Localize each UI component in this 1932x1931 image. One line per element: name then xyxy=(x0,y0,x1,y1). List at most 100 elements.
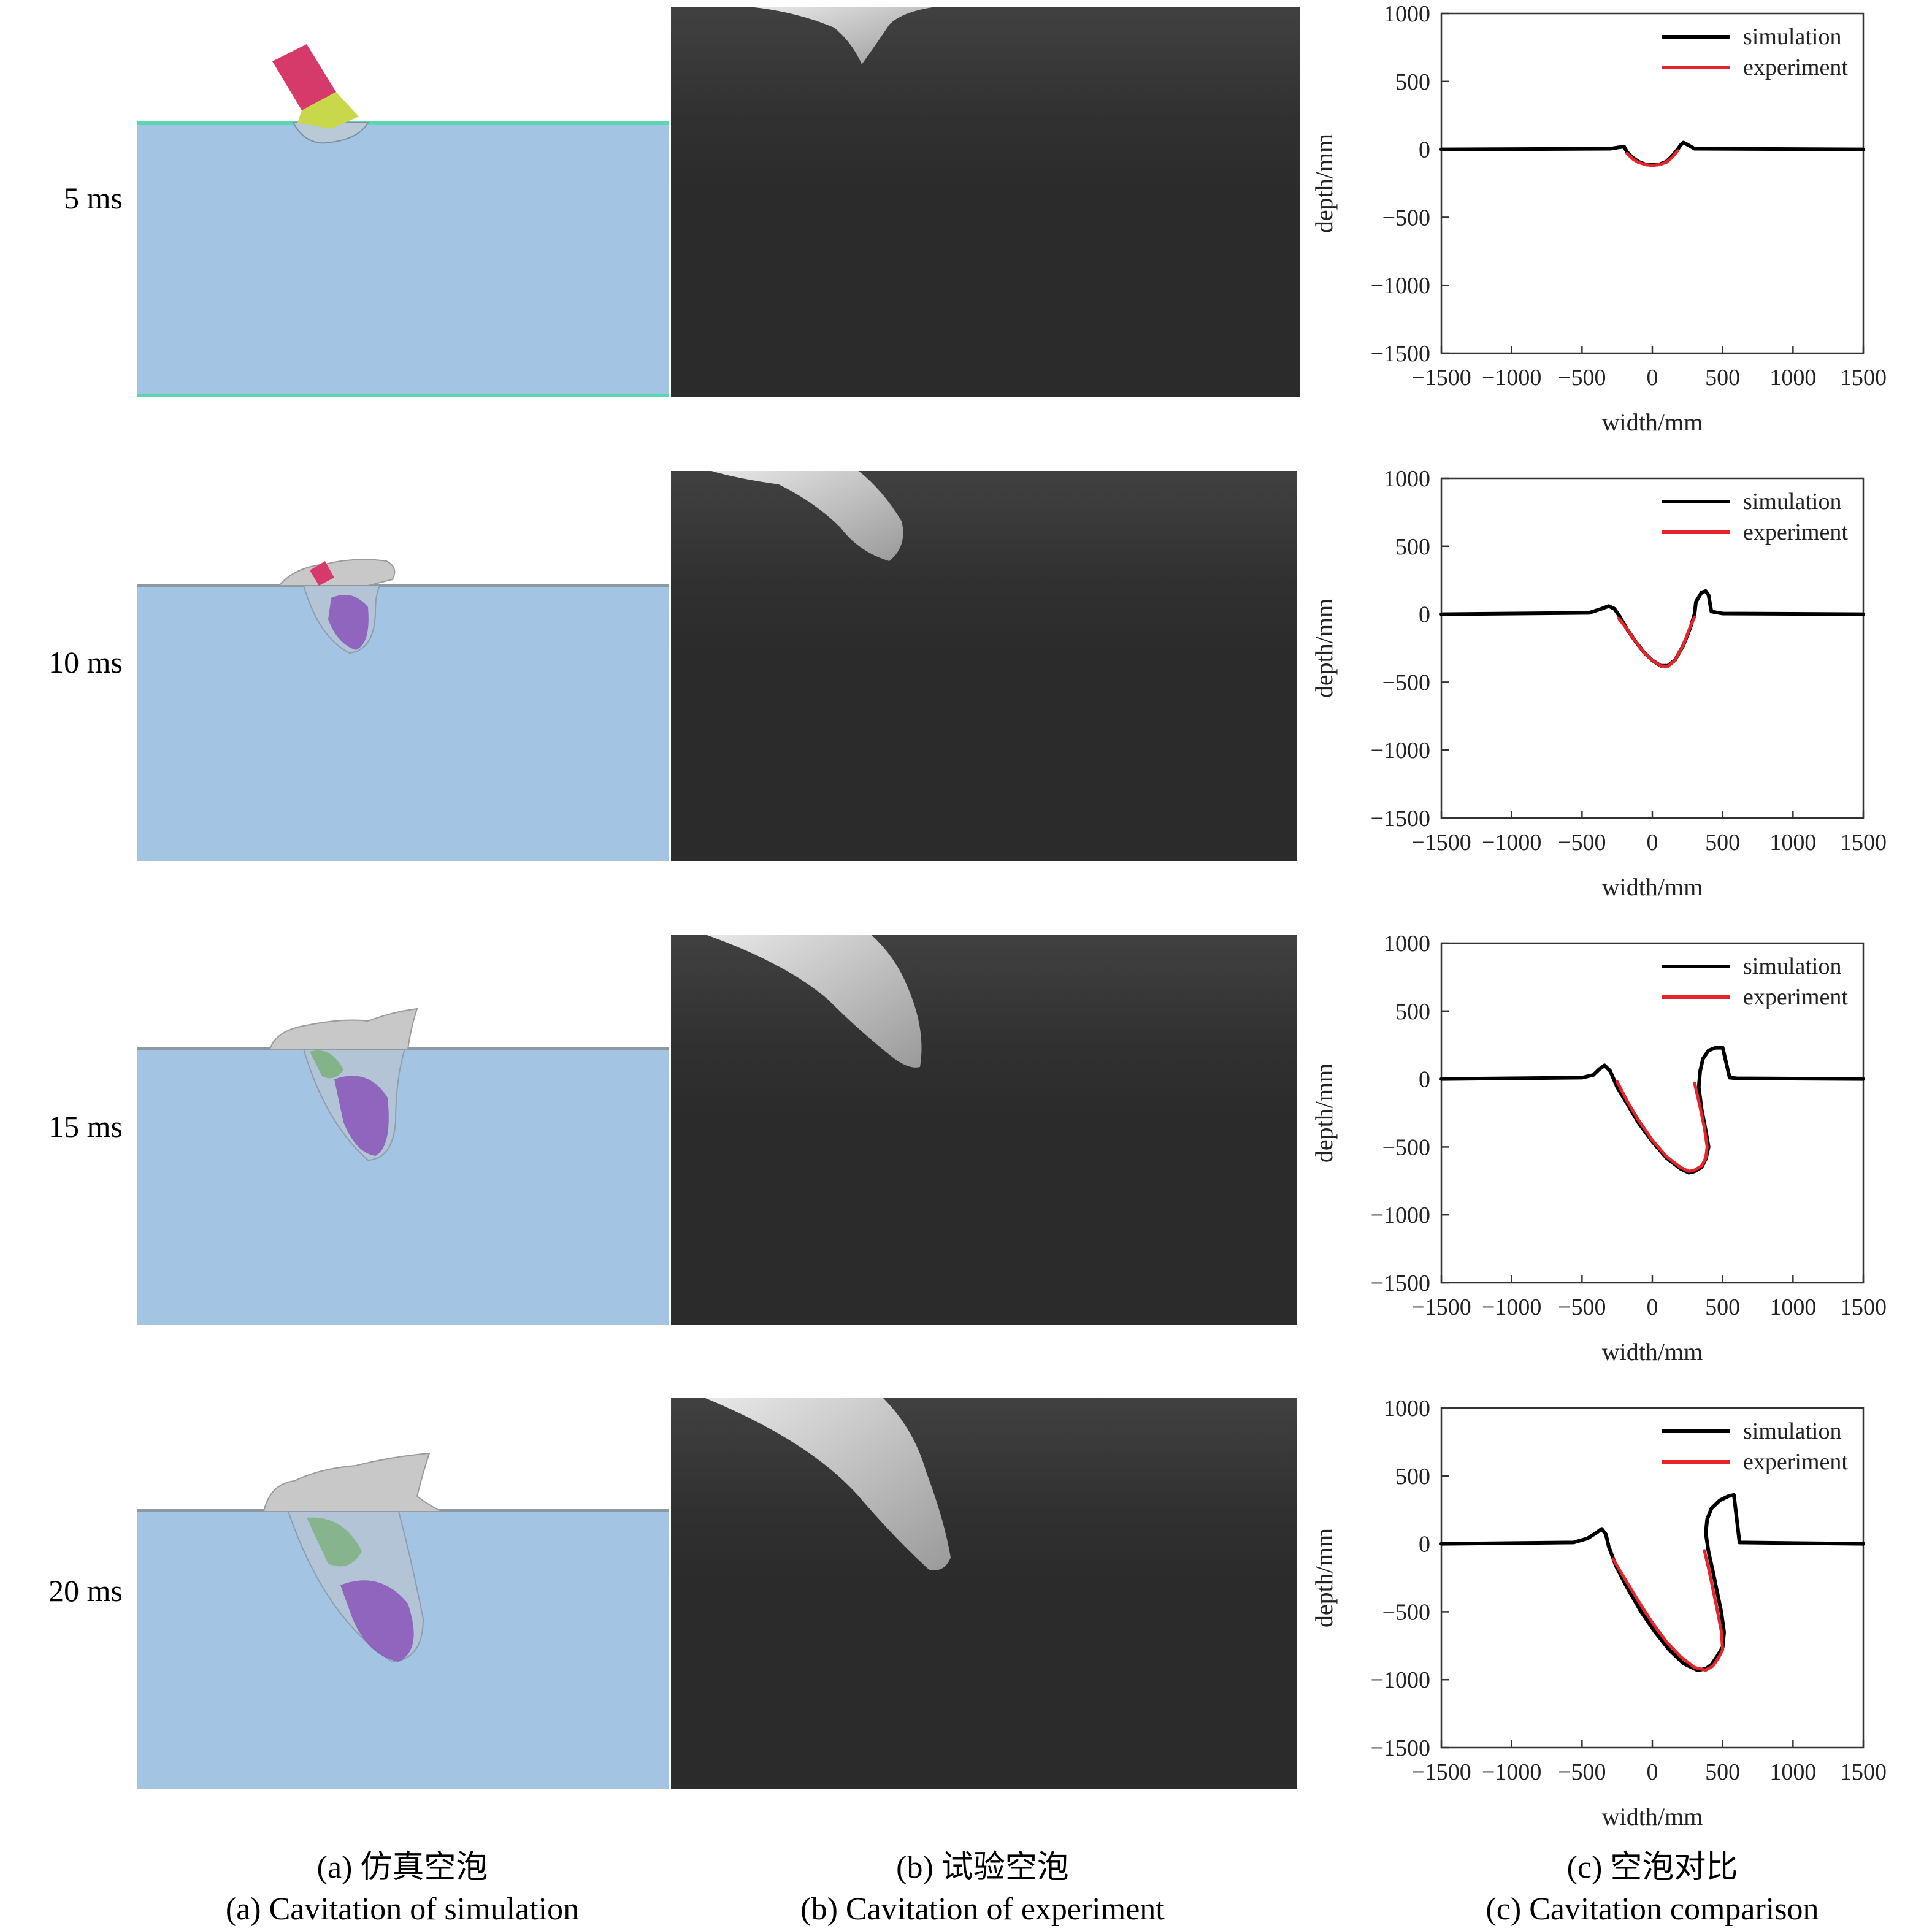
experiment-panel-10ms xyxy=(671,471,1297,861)
water-surface-line xyxy=(137,121,669,125)
experiment-panel-20ms xyxy=(671,1398,1297,1789)
simulation-panel-10ms xyxy=(137,471,669,861)
legend-label-simulation: simulation xyxy=(1743,24,1841,50)
simulation-panel-15ms xyxy=(137,935,669,1325)
experiment-jet xyxy=(711,471,903,561)
y-tick-label: 500 xyxy=(1395,69,1430,95)
x-axis-label: width/mm xyxy=(1602,1803,1703,1830)
projectile-head xyxy=(310,1050,343,1079)
x-tick-label: −1500 xyxy=(1411,830,1471,855)
y-axis-label: depth/mm xyxy=(1310,1528,1338,1627)
y-tick-label: −1500 xyxy=(1371,806,1430,832)
y-tick-label: −500 xyxy=(1382,1599,1430,1625)
series-experiment-line xyxy=(1617,615,1696,668)
y-tick-label: 500 xyxy=(1395,999,1430,1025)
cavity-spray xyxy=(263,1452,442,1512)
chart-1: −1500 −1000 −500 0 500 1000 1500 1000 500 0 −500 −1… xyxy=(1310,1,1887,436)
row-1-time-label: 5 ms xyxy=(64,181,123,215)
projectile-head xyxy=(297,92,359,129)
x-tick-label: 0 xyxy=(1647,830,1658,855)
x-axis-label: width/mm xyxy=(1602,1338,1703,1366)
series-experiment-line xyxy=(1616,1080,1709,1173)
y-tick-label: −500 xyxy=(1382,670,1430,695)
x-tick-label: 1000 xyxy=(1769,1759,1816,1785)
water-region xyxy=(137,1049,669,1325)
water-region xyxy=(137,586,669,861)
x-tick-label: 1000 xyxy=(1769,1294,1816,1320)
water-region xyxy=(137,123,669,397)
experiment-jet xyxy=(754,7,932,64)
y-tick-label: −1500 xyxy=(1371,341,1430,367)
projectile-head xyxy=(307,1517,362,1567)
x-tick-label: −1000 xyxy=(1482,1294,1541,1320)
y-tick-label: 0 xyxy=(1419,1067,1430,1093)
y-tick-label: −1000 xyxy=(1371,1667,1430,1693)
cavity-spray xyxy=(269,1008,418,1050)
y-axis-label: depth/mm xyxy=(1310,134,1338,233)
caption-c-cn: (c) 空泡对比 xyxy=(1567,1850,1738,1885)
x-tick-label: 500 xyxy=(1705,1294,1740,1320)
x-tick-label: −500 xyxy=(1558,1294,1606,1320)
x-tick-label: 500 xyxy=(1705,365,1740,391)
legend-label-simulation: simulation xyxy=(1743,954,1841,979)
x-tick-label: −500 xyxy=(1558,1759,1606,1785)
y-tick-label: 0 xyxy=(1419,602,1430,628)
projectile-body xyxy=(334,1076,389,1156)
legend-label-experiment: experiment xyxy=(1743,1449,1848,1475)
water-surface-line xyxy=(137,584,669,587)
y-tick-label: 1000 xyxy=(1384,931,1430,957)
series-simulation-line xyxy=(1439,589,1865,668)
x-tick-label: 0 xyxy=(1647,365,1658,391)
x-tick-label: 1000 xyxy=(1769,365,1816,391)
x-tick-label: 0 xyxy=(1647,1294,1658,1320)
x-tick-label: −1500 xyxy=(1411,365,1471,391)
experiment-panel-15ms xyxy=(671,935,1297,1325)
y-tick-label: 1000 xyxy=(1384,1396,1430,1421)
experiment-jet xyxy=(705,935,922,1068)
caption-a-en: (a) Cavitation of simulation xyxy=(226,1892,579,1927)
x-tick-label: 1500 xyxy=(1840,830,1887,855)
series-experiment-line xyxy=(1611,1549,1725,1672)
y-axis-label: depth/mm xyxy=(1310,1063,1338,1163)
legend-label-experiment: experiment xyxy=(1743,984,1848,1010)
y-tick-label: −500 xyxy=(1382,1134,1430,1160)
y-tick-label: −1500 xyxy=(1371,1735,1430,1761)
x-tick-label: −1000 xyxy=(1482,365,1541,391)
caption-c-en: (c) Cavitation comparison xyxy=(1486,1892,1819,1927)
row-4-time-label: 20 ms xyxy=(48,1573,123,1608)
y-tick-label: −1000 xyxy=(1371,1203,1430,1228)
simulation-panel-5ms xyxy=(137,7,669,397)
y-tick-label: −1000 xyxy=(1371,738,1430,763)
x-tick-label: 1500 xyxy=(1840,1759,1887,1785)
x-tick-label: −1500 xyxy=(1411,1294,1471,1320)
x-tick-label: −500 xyxy=(1558,830,1606,855)
projectile-body xyxy=(328,595,369,650)
legend-label-simulation: simulation xyxy=(1743,489,1841,514)
row-3-time-label: 15 ms xyxy=(48,1109,123,1144)
x-axis-label: width/mm xyxy=(1602,873,1703,901)
x-axis-label: width/mm xyxy=(1602,408,1703,436)
y-axis-label: depth/mm xyxy=(1310,598,1338,698)
projectile-body xyxy=(340,1580,414,1662)
row-2-time-label: 10 ms xyxy=(48,645,123,679)
x-tick-label: 1500 xyxy=(1840,1294,1887,1320)
cavity-spray xyxy=(277,559,396,586)
x-tick-label: 1500 xyxy=(1840,365,1887,391)
x-tick-label: −1000 xyxy=(1482,1759,1541,1785)
y-tick-label: −1000 xyxy=(1371,273,1430,299)
chart-3: −1500 −1000 −500 0 500 1000 1500 1000 500 0 −500 −1… xyxy=(1310,931,1887,1366)
caption-b-en: (b) Cavitation of experiment xyxy=(800,1892,1165,1927)
series-simulation-line xyxy=(1439,1493,1865,1672)
series-simulation-line xyxy=(1439,1046,1865,1175)
x-tick-label: 1000 xyxy=(1769,830,1816,855)
legend-label-experiment: experiment xyxy=(1743,519,1848,545)
comparison-charts: −1500 −1000 −500 0 500 1000 1500 1000 500 0 −500 −1… xyxy=(1310,1,1887,1830)
y-tick-label: 0 xyxy=(1419,137,1430,163)
y-tick-label: 0 xyxy=(1419,1532,1430,1558)
y-tick-label: 1000 xyxy=(1384,466,1430,492)
simulation-panel-20ms xyxy=(137,1398,669,1789)
projectile-body xyxy=(272,44,336,110)
chart-4: −1500 −1000 −500 0 500 1000 1500 1000 500 0 −500 −1… xyxy=(1310,1396,1887,1830)
x-tick-label: −500 xyxy=(1558,365,1606,391)
